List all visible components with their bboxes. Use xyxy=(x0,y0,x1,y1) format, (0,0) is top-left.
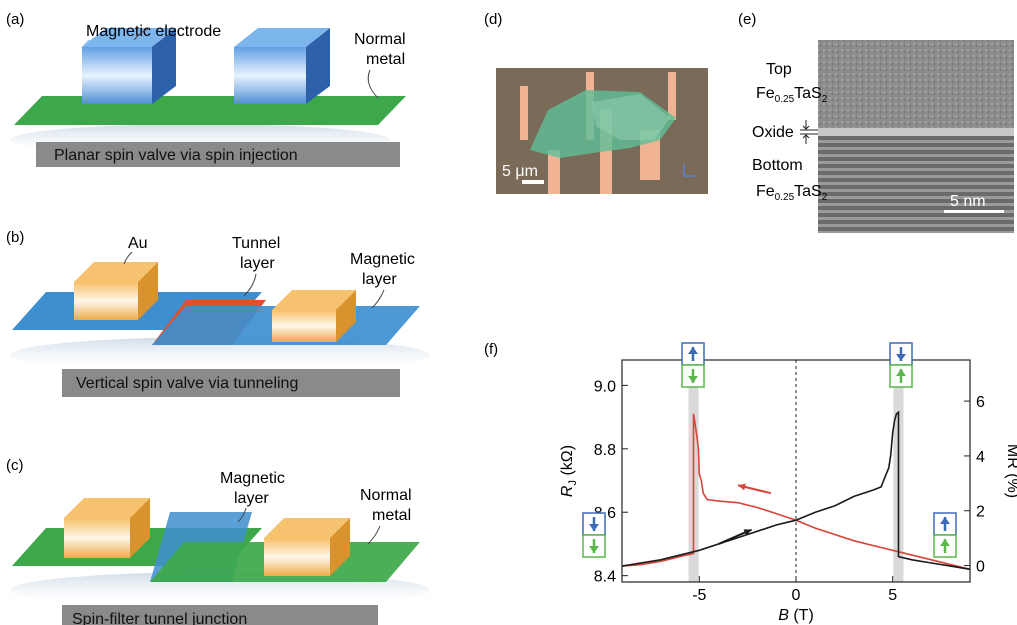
caption-bar xyxy=(36,142,400,167)
label-au: Au xyxy=(128,235,148,252)
arrow-down-icon-head xyxy=(589,546,599,553)
leader-line xyxy=(123,251,133,265)
label-magnetic-electrode: Magnetic electrode xyxy=(86,23,221,40)
label-normal-c-1: Normal xyxy=(360,487,412,504)
sweep-arrowhead-1 xyxy=(743,529,752,536)
panel-c: (c) Spin-filter tunnel junction Magnetic… xyxy=(6,457,430,625)
shadow xyxy=(10,337,430,373)
panel-a-tag: (a) xyxy=(6,11,24,28)
label-tunnel-1: Tunnel xyxy=(232,235,280,252)
label-top-formula: Fe0.25TaS2 xyxy=(756,85,828,105)
series-line-0 xyxy=(621,413,971,571)
magnetic-electrode-left xyxy=(82,28,176,104)
label-tunnel-2: layer xyxy=(240,255,275,272)
caption-bar xyxy=(62,369,400,397)
x-tick-label: 0 xyxy=(792,587,801,604)
label-bottom: Bottom xyxy=(752,157,803,174)
label-magnetic-c-2: layer xyxy=(234,490,269,507)
label-normal-a-1: Normal xyxy=(354,31,406,48)
label-magnetic-b-1: Magnetic xyxy=(350,251,415,268)
leader-line xyxy=(371,289,385,309)
scale-bar xyxy=(522,180,544,184)
label-oxide: Oxide xyxy=(752,124,794,141)
y2-axis-label: MR (%) xyxy=(1004,444,1017,498)
scale-bar-label: 5 nm xyxy=(950,193,986,210)
label-top: Top xyxy=(766,61,792,78)
caption-b: Vertical spin valve via tunneling xyxy=(76,375,298,392)
au-electrode-right xyxy=(264,518,350,576)
panel-c-tag: (c) xyxy=(6,457,24,474)
panel-f-tag: (f) xyxy=(484,341,498,358)
arrow-down-icon-head xyxy=(688,376,698,383)
arrow-up-icon-head xyxy=(940,517,950,524)
axis-marker xyxy=(683,164,696,177)
y2-tick-label: 0 xyxy=(976,559,985,576)
oxide-marker xyxy=(800,120,818,144)
panel-e: (e) 5 nm Top Fe0.25TaS2 Oxide Bottom Fe0… xyxy=(738,11,1014,233)
scale-bar xyxy=(944,210,1004,213)
scale-bar-label: 5 μm xyxy=(502,163,538,180)
panel-a: (a) Planar spin valve via spin injection… xyxy=(6,11,406,167)
arrow-down-icon-head xyxy=(589,524,599,531)
panel-b: (b) Vertical spin valve via tunneling Au… xyxy=(6,229,430,397)
arrow-up-icon-head xyxy=(940,539,950,546)
spin-config-antiparallel-left xyxy=(681,342,705,388)
caption-c: Spin-filter tunnel junction xyxy=(72,611,247,625)
tem-bottom-layer xyxy=(818,136,1014,233)
label-magnetic-c-1: Magnetic xyxy=(220,470,285,487)
leader-line xyxy=(133,27,151,41)
y-tick-label: 8.8 xyxy=(594,442,616,459)
spin-config-parallel-up xyxy=(933,512,957,558)
leader-line xyxy=(367,69,379,99)
au-electrode-right xyxy=(272,290,356,342)
caption-bar xyxy=(62,605,378,625)
magnetic-electrode-right xyxy=(234,28,330,104)
leader-line xyxy=(237,507,247,523)
tem-oxide-layer xyxy=(818,128,1014,136)
arrow-up-icon-head xyxy=(896,369,906,376)
arrow-down-icon-head xyxy=(896,354,906,361)
au-electrode-left xyxy=(74,262,158,320)
tem-top-layer xyxy=(818,40,1014,133)
normal-metal-strip xyxy=(14,96,406,125)
sweep-arrowhead-0 xyxy=(738,483,746,491)
x-tick-label: -5 xyxy=(692,587,706,604)
leader-line xyxy=(367,525,381,545)
y-tick-label: 9.0 xyxy=(594,378,616,395)
panel-e-tag: (e) xyxy=(738,11,756,28)
label-magnetic-b-2: layer xyxy=(362,271,397,288)
panel-d-tag: (d) xyxy=(484,11,502,28)
au-electrode-left xyxy=(64,498,150,558)
panel-d: (d) 5 μm xyxy=(484,11,708,194)
label-bottom-formula: Fe0.25TaS2 xyxy=(756,183,828,203)
panel-b-tag: (b) xyxy=(6,229,24,246)
arrow-up-icon-head xyxy=(688,347,698,354)
label-normal-c-2: metal xyxy=(372,507,411,524)
x-tick-label: 5 xyxy=(888,587,897,604)
flake-overlap xyxy=(592,94,670,140)
spin-config-antiparallel-right xyxy=(889,342,913,388)
spin-config-parallel-down xyxy=(582,512,606,558)
x-axis-label: B (T) xyxy=(778,607,814,624)
caption-a: Planar spin valve via spin injection xyxy=(54,147,298,164)
y-tick-label: 8.4 xyxy=(594,569,616,586)
y2-tick-label: 4 xyxy=(976,449,985,466)
y2-tick-label: 2 xyxy=(976,504,985,521)
y2-tick-label: 6 xyxy=(976,394,985,411)
leader-line xyxy=(243,273,257,297)
y-axis-label: RJ (kΩ) xyxy=(559,445,579,497)
label-normal-a-2: metal xyxy=(366,51,405,68)
series-line-1 xyxy=(621,410,971,571)
